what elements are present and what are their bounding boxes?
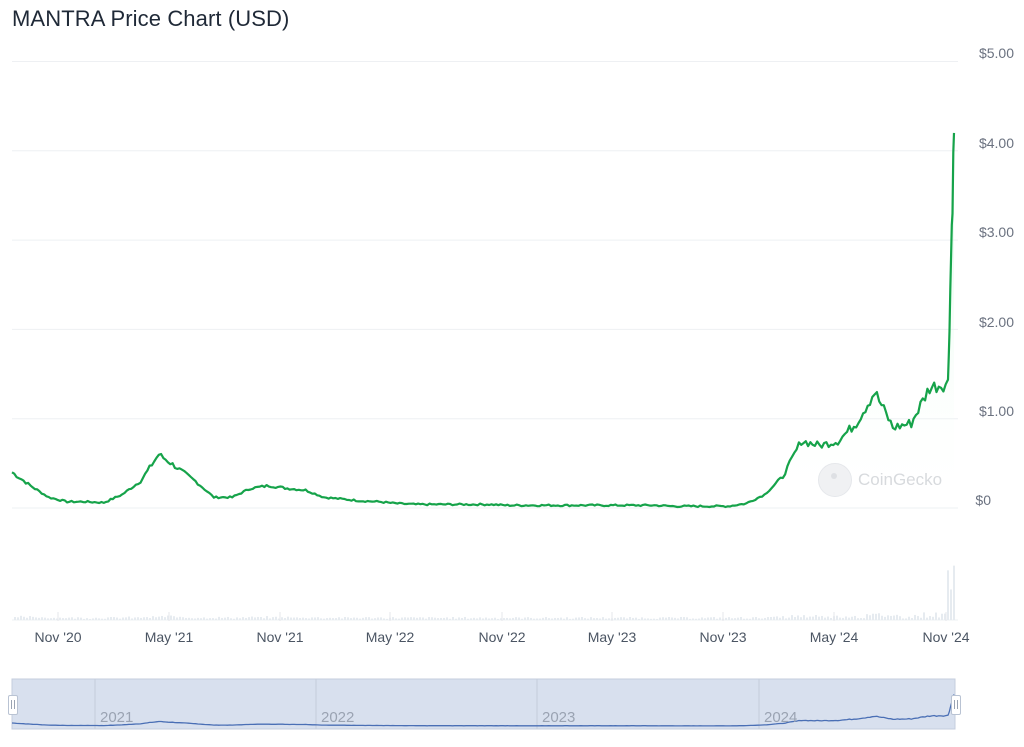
x-tick: Nov '23 bbox=[699, 629, 747, 645]
x-tick: Nov '22 bbox=[478, 629, 526, 645]
coingecko-watermark: CoinGecko bbox=[818, 463, 942, 497]
y-tick-5: $5.00 bbox=[978, 45, 1014, 61]
x-tick: May '21 bbox=[144, 629, 194, 645]
x-tick: May '24 bbox=[809, 629, 859, 645]
volume-bars bbox=[12, 565, 958, 621]
navigator-range[interactable] bbox=[11, 678, 956, 730]
x-tick: Nov '20 bbox=[34, 629, 82, 645]
navigator-line bbox=[11, 694, 955, 727]
navigator-year: 2024 bbox=[764, 709, 798, 726]
y-tick-3: $3.00 bbox=[978, 224, 1014, 240]
navigator-right-handle[interactable] bbox=[951, 695, 961, 715]
x-tick: Nov '21 bbox=[256, 629, 304, 645]
y-tick-2: $2.00 bbox=[978, 314, 1014, 330]
y-tick-0: $0 bbox=[975, 492, 991, 508]
navigator-year: 2023 bbox=[542, 709, 576, 726]
price-area-fill bbox=[775, 132, 954, 508]
navigator-year: 2021 bbox=[100, 709, 134, 726]
price-line[interactable] bbox=[11, 132, 956, 509]
navigator-year: 2022 bbox=[321, 709, 355, 726]
navigator-dividers bbox=[94, 679, 760, 729]
coingecko-logo-icon bbox=[818, 463, 852, 497]
grid-lines bbox=[12, 61, 958, 509]
chart-title: MANTRA Price Chart (USD) bbox=[12, 6, 290, 31]
x-tick: May '22 bbox=[365, 629, 415, 645]
x-tick: May '23 bbox=[587, 629, 637, 645]
y-tick-4: $4.00 bbox=[978, 135, 1014, 151]
x-tick: Nov '24 bbox=[922, 629, 970, 645]
navigator-left-handle[interactable] bbox=[8, 695, 18, 715]
y-tick-1: $1.00 bbox=[978, 403, 1014, 419]
x-tick-marks bbox=[57, 612, 947, 621]
